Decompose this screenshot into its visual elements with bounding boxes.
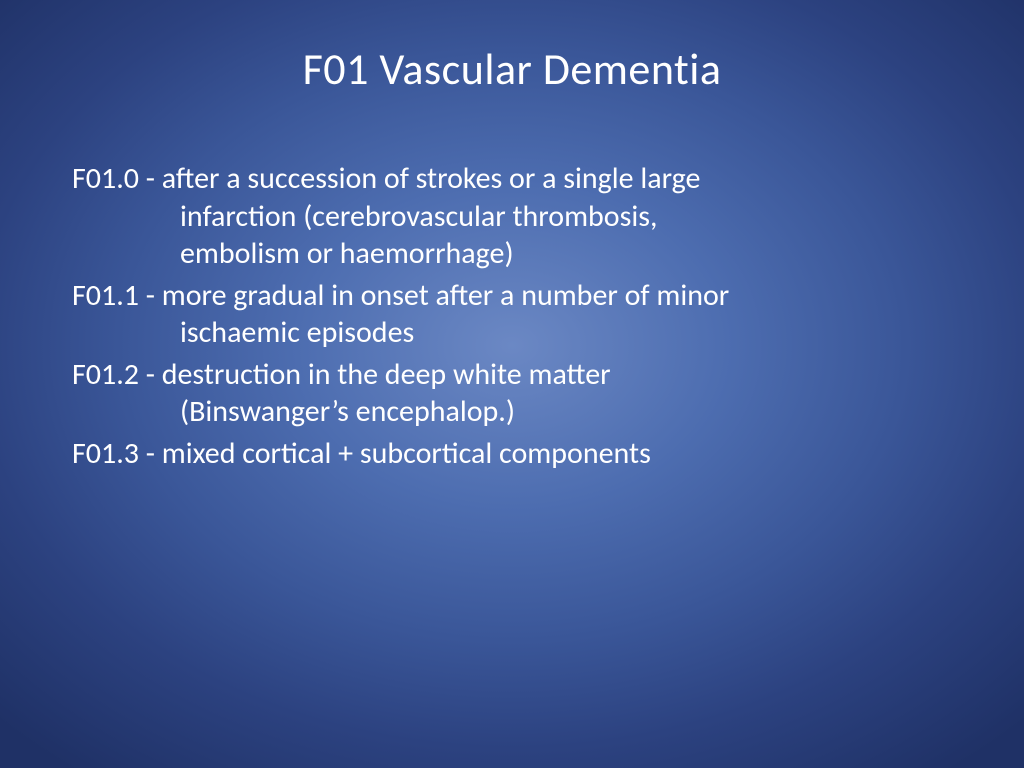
slide-body: F01.0 - after a succession of strokes or…	[72, 160, 952, 476]
item-text: after a succession of strokes or a singl…	[162, 160, 701, 197]
item-separator: -	[139, 356, 162, 393]
list-item: F01.1 - more gradual in onset after a nu…	[72, 277, 952, 352]
item-code: F01.0	[72, 160, 139, 198]
item-text: more gradual in onset after a number of …	[162, 277, 730, 314]
item-text-continuation: embolism or haemorrhage)	[72, 235, 952, 273]
item-code: F01.3	[72, 435, 139, 473]
list-item: F01.3 - mixed cortical + subcortical com…	[72, 435, 952, 473]
item-separator: -	[139, 160, 162, 197]
list-item: F01.0 - after a succession of strokes or…	[72, 160, 952, 273]
item-code: F01.2	[72, 356, 139, 394]
item-separator: -	[139, 435, 162, 472]
item-text: mixed cortical + subcortical components	[162, 435, 651, 472]
item-text-continuation: ischaemic episodes	[72, 314, 952, 352]
item-separator: -	[139, 277, 162, 314]
slide-title: F01 Vascular Dementia	[0, 42, 1024, 96]
item-text-continuation: (Binswanger’s encephalop.)	[72, 393, 952, 431]
item-text-continuation: infarction (cerebrovascular thrombosis,	[72, 198, 952, 236]
list-item: F01.2 - destruction in the deep white ma…	[72, 356, 952, 431]
slide: F01 Vascular Dementia F01.0 - after a su…	[0, 0, 1024, 768]
item-text: destruction in the deep white matter	[162, 356, 611, 393]
item-code: F01.1	[72, 277, 139, 315]
